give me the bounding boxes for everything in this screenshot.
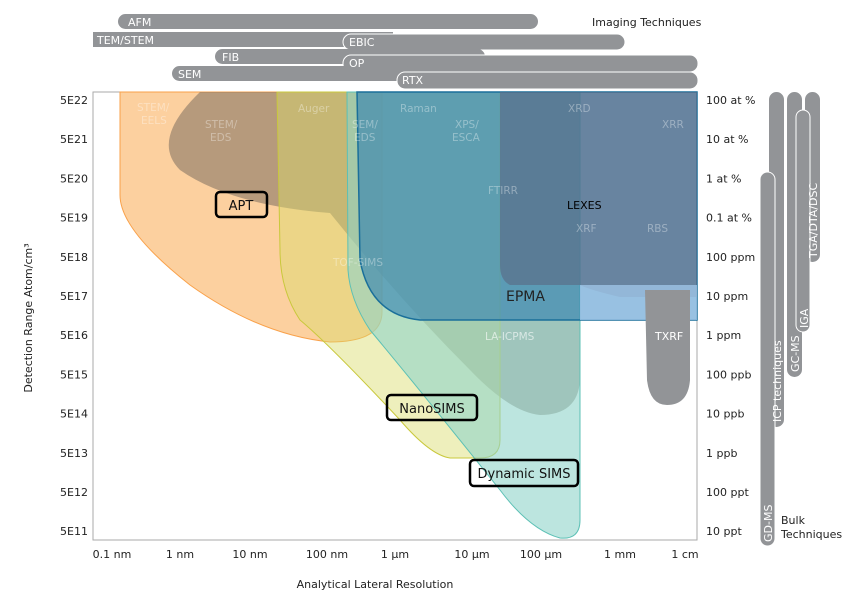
- region-labels: STEM/ EELS STEM/ EDS Auger SEM/ EDS Rama…: [137, 102, 684, 343]
- y-tick-right: 0.1 at %: [706, 212, 752, 225]
- y-tick-right: 10 ppt: [706, 525, 742, 538]
- label-sem: SEM: [178, 68, 201, 81]
- y-axis-left: 5E22 5E21 5E20 5E19 5E18 5E17 5E16 5E15 5E14 5E13…: [60, 94, 88, 538]
- bar-iga: [795, 109, 811, 333]
- label-nanosims: NanoSIMS: [399, 402, 464, 417]
- x-tick: 100 µm: [520, 548, 562, 561]
- y-tick-left: 5E18: [60, 251, 88, 264]
- x-tick: 1 mm: [604, 548, 636, 561]
- label-stem-eels: STEM/: [137, 102, 170, 114]
- label-la-icpms: LA-ICPMS: [485, 331, 535, 343]
- label-epma: EPMA: [506, 289, 545, 305]
- x-tick: 10 µm: [454, 548, 489, 561]
- y-axis-label: Detection Range Atom/cm³: [22, 243, 35, 392]
- label-tof-sims: TOF-SIMS: [332, 257, 383, 269]
- label-sem-eds: SEM/: [352, 119, 378, 131]
- label-afm: AFM: [128, 16, 151, 29]
- y-tick-left: 5E17: [60, 290, 88, 303]
- label-tga: TGA/DTA/DSC: [807, 183, 820, 259]
- region-txrf: [645, 290, 690, 405]
- y-tick-left: 5E15: [60, 368, 88, 381]
- y-tick-right: 1 ppm: [706, 329, 741, 342]
- y-tick-right: 10 ppb: [706, 408, 744, 421]
- label-xrd: XRD: [568, 103, 591, 115]
- box-nanosims: [385, 393, 479, 422]
- label-xrf: XRF: [576, 223, 597, 235]
- bar-tem-stem: [93, 32, 393, 47]
- x-tick: 1 cm: [671, 548, 698, 561]
- box-apt: [214, 190, 269, 219]
- bar-ebic: [342, 33, 626, 51]
- y-tick-right: 10 ppm: [706, 290, 748, 303]
- technique-regions: [119, 91, 698, 539]
- y-tick-left: 5E22: [60, 94, 88, 107]
- label-txrf: TXRF: [654, 330, 683, 343]
- y-tick-left: 5E14: [60, 408, 88, 421]
- y-tick-right: 1 ppb: [706, 447, 737, 460]
- bar-gd-ms: [759, 171, 776, 547]
- imaging-title: Imaging Techniques: [592, 16, 702, 29]
- label-icp: ICP techniques: [771, 340, 784, 422]
- label-sem-eds-2: EDS: [354, 132, 376, 144]
- label-fib: FIB: [222, 51, 239, 64]
- label-dynamic-sims: Dynamic SIMS: [477, 467, 570, 482]
- box-dynamic-sims: [468, 458, 580, 488]
- y-tick-right: 100 ppb: [706, 368, 751, 381]
- bar-sem: [172, 66, 412, 81]
- y-tick-left: 5E21: [60, 133, 88, 146]
- label-lexes: LEXES: [567, 199, 602, 212]
- imaging-bars: AFM TEM/STEM EBIC FIB OP SEM RTX Imaging…: [93, 14, 702, 90]
- y-tick-left: 5E11: [60, 525, 88, 538]
- label-stem-eds-2: EDS: [210, 132, 232, 144]
- label-auger: Auger: [298, 103, 330, 115]
- y-tick-right: 100 at %: [706, 94, 756, 107]
- y-tick-left: 5E16: [60, 329, 88, 342]
- label-rbs: RBS: [647, 223, 668, 235]
- y-tick-right: 100 ppm: [706, 251, 755, 264]
- y-tick-left: 5E19: [60, 212, 88, 225]
- label-ftirr: FTIRR: [488, 185, 518, 197]
- label-tem-stem: TEM/STEM: [96, 34, 154, 47]
- label-gc-ms: GC-MS: [789, 335, 802, 372]
- x-tick: 1 µm: [381, 548, 409, 561]
- label-stem-eels-2: EELS: [141, 115, 167, 127]
- label-apt: APT: [229, 199, 254, 214]
- x-axis-label: Analytical Lateral Resolution: [297, 578, 454, 591]
- y-tick-left: 5E13: [60, 447, 88, 460]
- bar-rtx: [396, 71, 699, 90]
- y-tick-right: 1 at %: [706, 172, 742, 185]
- y-tick-left: 5E20: [60, 172, 88, 185]
- x-tick: 100 nm: [306, 548, 348, 561]
- label-op: OP: [349, 57, 365, 70]
- label-rtx: RTX: [402, 74, 424, 87]
- label-xps-2: ESCA: [452, 132, 481, 144]
- bulk-bars: GD-MS ICP techniques GC-MS IGA TGA/DTA/D…: [759, 92, 842, 547]
- bar-afm: [118, 14, 538, 29]
- label-raman: Raman: [400, 103, 437, 115]
- x-tick: 1 nm: [166, 548, 194, 561]
- x-tick: 10 nm: [232, 548, 267, 561]
- x-tick: 0.1 nm: [93, 548, 132, 561]
- label-iga: IGA: [798, 308, 811, 328]
- x-axis: 0.1 nm 1 nm 10 nm 100 nm 1 µm 10 µm 100 µm 1 mm…: [93, 548, 699, 561]
- y-tick-right: 100 ppt: [706, 486, 749, 499]
- bulk-title-1: Bulk: [781, 514, 806, 527]
- highlight-boxes: APT NanoSIMS Dynamic SIMS: [214, 190, 580, 488]
- bulk-title-2: Techniques: [780, 528, 842, 541]
- y-tick-right: 10 at %: [706, 133, 749, 146]
- label-ebic: EBIC: [349, 36, 375, 49]
- region-xrf-rbs-xrr: [500, 92, 697, 297]
- y-tick-left: 5E12: [60, 486, 88, 499]
- label-xrr: XRR: [662, 119, 684, 131]
- label-gd-ms: GD-MS: [762, 505, 775, 542]
- label-xps: XPS/: [455, 119, 479, 131]
- label-stem-eds: STEM/: [205, 119, 238, 131]
- y-axis-right: 100 at % 10 at % 1 at % 0.1 at % 100 ppm 10 p…: [706, 94, 756, 538]
